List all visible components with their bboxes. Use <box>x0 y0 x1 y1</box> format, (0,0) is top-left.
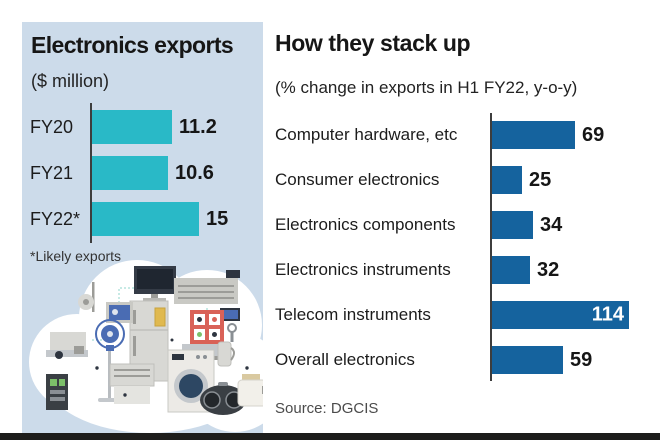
value-label: 15 <box>206 207 229 230</box>
category-label: Electronics instruments <box>275 260 451 279</box>
bar-telecom-instruments: 114 <box>492 301 629 329</box>
bar-computer-hardware <box>492 121 575 149</box>
decorative-dots <box>95 338 249 397</box>
bar-row-fy21: FY21 10.6 <box>30 156 214 190</box>
left-chart-unit-label: ($ million) <box>31 71 110 91</box>
bar-row-overall-electronics: Overall electronics 59 <box>275 346 592 374</box>
bar-fy21 <box>92 156 168 190</box>
kettle-icon <box>217 341 235 367</box>
bar-row-consumer-electronics: Consumer electronics 25 <box>275 166 551 194</box>
left-panel: Electronics exports ($ million) FY20 11.… <box>22 22 263 433</box>
bar-electronics-components <box>492 211 533 239</box>
bar-fy20 <box>92 110 172 144</box>
footnote: *Likely exports <box>30 248 122 264</box>
category-label: FY21 <box>30 162 74 183</box>
radio-icon <box>46 374 68 410</box>
bar-row-fy22: FY22* 15 <box>30 202 228 236</box>
device-icon <box>154 307 166 327</box>
category-label: FY22* <box>30 208 81 229</box>
right-chart-title: How they stack up <box>275 30 471 56</box>
value-label: 32 <box>537 258 560 281</box>
value-label: 59 <box>570 348 593 371</box>
category-label: Telecom instruments <box>275 305 431 324</box>
bar-row-computer-hardware: Computer hardware, etc 69 <box>275 121 604 149</box>
value-label: 10.6 <box>175 161 214 184</box>
tv-icon <box>220 308 240 321</box>
value-label: 25 <box>529 168 552 191</box>
right-chart-unit-label: (% change in exports in H1 FY22, y-o-y) <box>275 78 578 97</box>
value-label: 114 <box>591 303 624 326</box>
bar-row-telecom-instruments: Telecom instruments 114 <box>275 301 629 329</box>
monitor-icon <box>134 266 176 301</box>
left-chart-axis-line <box>90 103 92 243</box>
bar-electronics-instruments <box>492 256 530 284</box>
bar-overall-electronics <box>492 346 563 374</box>
microwave-icon <box>174 270 240 304</box>
tablet-icon <box>106 302 133 323</box>
value-label: 34 <box>540 213 563 236</box>
category-label: Overall electronics <box>275 350 415 369</box>
bar-row-electronics-components: Electronics components 34 <box>275 211 562 239</box>
category-label: Electronics components <box>275 215 456 234</box>
value-label: 11.2 <box>179 115 217 138</box>
category-label: FY20 <box>30 116 74 137</box>
source-credit: Source: DGCIS <box>275 400 379 417</box>
kitchen-mixer-icon <box>46 332 88 359</box>
toaster-icon <box>237 374 263 407</box>
bar-row-fy20: FY20 11.2 <box>30 110 217 144</box>
left-chart-title: Electronics exports <box>31 32 234 58</box>
category-label: Computer hardware, etc <box>275 125 458 144</box>
bar-fy22 <box>92 202 199 236</box>
speaker-icon <box>200 382 246 415</box>
category-label: Consumer electronics <box>275 170 440 189</box>
control-panel-icon <box>190 310 224 344</box>
antenna-icon <box>78 282 95 312</box>
air-conditioner-icon <box>109 363 155 404</box>
bar-row-electronics-instruments: Electronics instruments 32 <box>275 256 559 284</box>
right-chart-axis-line <box>490 113 492 381</box>
bar-consumer-electronics <box>492 166 522 194</box>
key-icon <box>227 323 237 342</box>
bottom-strip <box>0 433 660 440</box>
value-label: 69 <box>582 123 605 146</box>
electronics-cloud-illustration <box>29 260 263 433</box>
